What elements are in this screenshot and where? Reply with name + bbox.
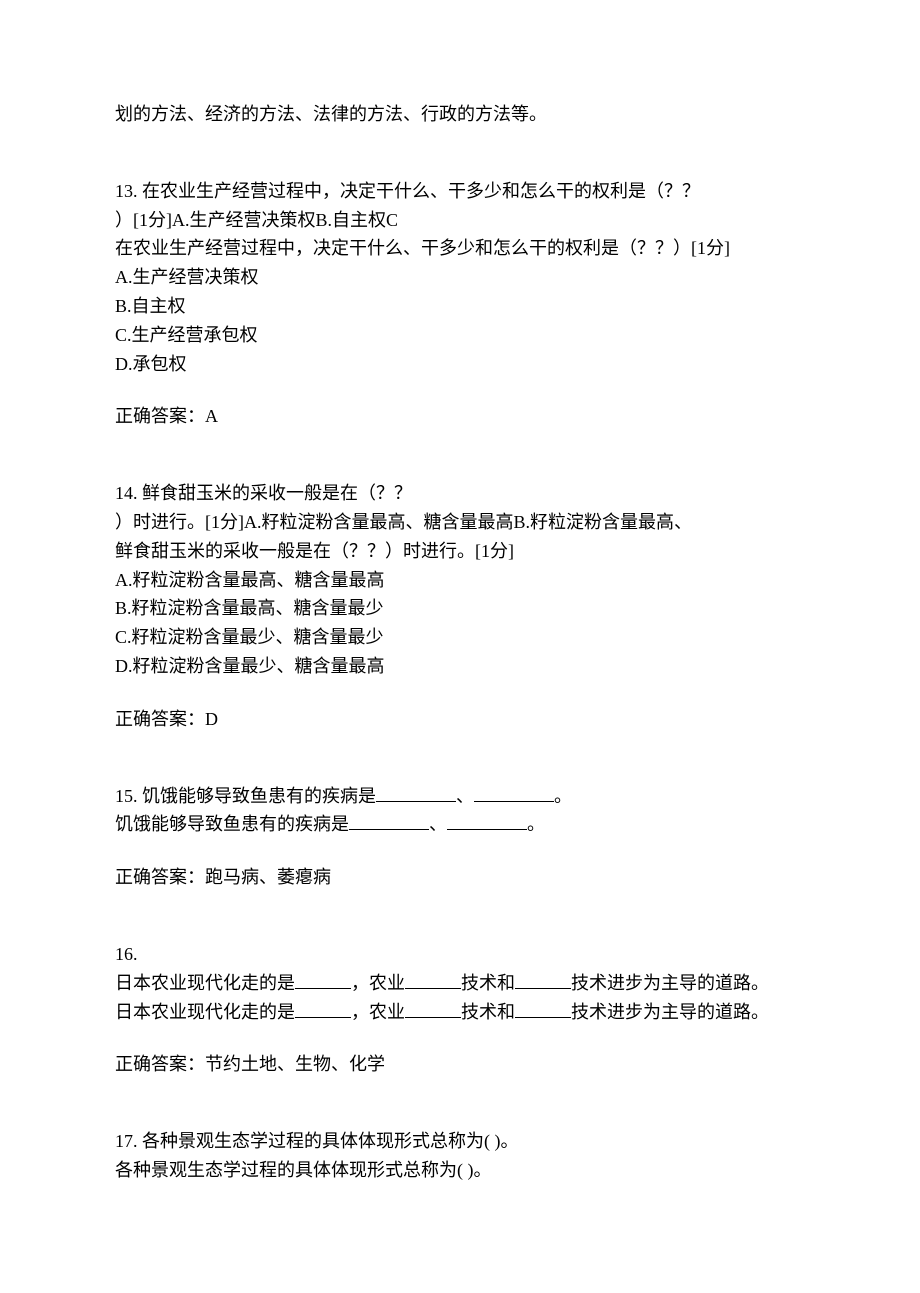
blank-line (447, 812, 527, 830)
q16-answer: 正确答案：节约土地、生物、化学 (115, 1050, 805, 1079)
blank-line (515, 1000, 571, 1018)
q16-r-p2: ，农业 (351, 1002, 405, 1022)
q14-option-c: C.籽粒淀粉含量最少、糖含量最少 (115, 623, 805, 652)
q13-answer: 正确答案：A (115, 402, 805, 431)
q14-answer: 正确答案：D (115, 705, 805, 734)
question-13-block: 13. 在农业生产经营过程中，决定干什么、干多少和怎么干的权利是（？？ ）[1分… (115, 177, 805, 431)
q14-option-b: B.籽粒淀粉含量最高、糖含量最少 (115, 594, 805, 623)
intro-text: 划的方法、经济的方法、法律的方法、行政的方法等。 (115, 100, 805, 129)
q16-r-p3: 技术和 (461, 1002, 515, 1022)
q15-stem-prefix: 15. 饥饿能够导致鱼患有的疾病是 (115, 786, 376, 806)
q13-option-c: C.生产经营承包权 (115, 321, 805, 350)
q16-stem: 日本农业现代化走的是 ，农业 技术和 技术进步为主导的道路。 (115, 969, 805, 998)
q13-option-d: D.承包权 (115, 350, 805, 379)
q16-number: 16. (115, 940, 805, 969)
blank-line (295, 1000, 351, 1018)
q16-p3: 技术和 (461, 973, 515, 993)
q14-option-a: A.籽粒淀粉含量最高、糖含量最高 (115, 566, 805, 595)
q14-restate: 鲜食甜玉米的采收一般是在（？？）时进行。[1分] (115, 537, 805, 566)
q14-stem-line1: 14. 鲜食甜玉米的采收一般是在（？？ (115, 479, 805, 508)
q15-stem: 15. 饥饿能够导致鱼患有的疾病是 、 。 (115, 782, 805, 811)
blank-line (515, 971, 571, 989)
q15-answer: 正确答案：跑马病、萎瘪病 (115, 863, 805, 892)
q16-restate: 日本农业现代化走的是 ，农业 技术和 技术进步为主导的道路。 (115, 998, 805, 1027)
q13-option-a: A.生产经营决策权 (115, 263, 805, 292)
q15-restate-prefix: 饥饿能够导致鱼患有的疾病是 (115, 814, 349, 834)
q16-r-p1: 日本农业现代化走的是 (115, 1002, 295, 1022)
question-14-block: 14. 鲜食甜玉米的采收一般是在（？？ ）时进行。[1分]A.籽粒淀粉含量最高、… (115, 479, 805, 733)
blank-line (376, 784, 456, 802)
question-15-block: 15. 饥饿能够导致鱼患有的疾病是、。 饥饿能够导致鱼患有的疾病是、。 正确答案… (115, 782, 805, 892)
intro-fragment-block: 划的方法、经济的方法、法律的方法、行政的方法等。 (115, 100, 805, 129)
q16-p2: ，农业 (351, 973, 405, 993)
q13-restate: 在农业生产经营过程中，决定干什么、干多少和怎么干的权利是（？？）[1分] (115, 234, 805, 263)
q15-sep: 、 (456, 786, 474, 806)
blank-line (295, 971, 351, 989)
q15-restate: 饥饿能够导致鱼患有的疾病是 、 。 (115, 810, 805, 839)
q15-period: 。 (554, 786, 572, 806)
q15-period2: 。 (527, 814, 545, 834)
blank-line (405, 1000, 461, 1018)
question-16-block: 16. 日本农业现代化走的是，农业技术和技术进步为主导的道路。 日本农业现代化走… (115, 940, 805, 1079)
q15-sep2: 、 (429, 814, 447, 834)
q16-p1: 日本农业现代化走的是 (115, 973, 295, 993)
blank-line (349, 812, 429, 830)
q13-stem-line2: ）[1分]A.生产经营决策权B.自主权C (115, 206, 805, 235)
q17-restate: 各种景观生态学过程的具体体现形式总称为( )。 (115, 1156, 805, 1185)
blank-line (474, 784, 554, 802)
q17-stem: 17. 各种景观生态学过程的具体体现形式总称为( )。 (115, 1127, 805, 1156)
q14-stem-line2: ）时进行。[1分]A.籽粒淀粉含量最高、糖含量最高B.籽粒淀粉含量最高、 (115, 508, 805, 537)
blank-line (405, 971, 461, 989)
q13-option-b: B.自主权 (115, 292, 805, 321)
q16-p4: 技术进步为主导的道路。 (571, 973, 769, 993)
q16-r-p4: 技术进步为主导的道路。 (571, 1002, 769, 1022)
q14-option-d: D.籽粒淀粉含量最少、糖含量最高 (115, 652, 805, 681)
q13-stem-line1: 13. 在农业生产经营过程中，决定干什么、干多少和怎么干的权利是（？？ (115, 177, 805, 206)
question-17-block: 17. 各种景观生态学过程的具体体现形式总称为( )。 各种景观生态学过程的具体… (115, 1127, 805, 1185)
